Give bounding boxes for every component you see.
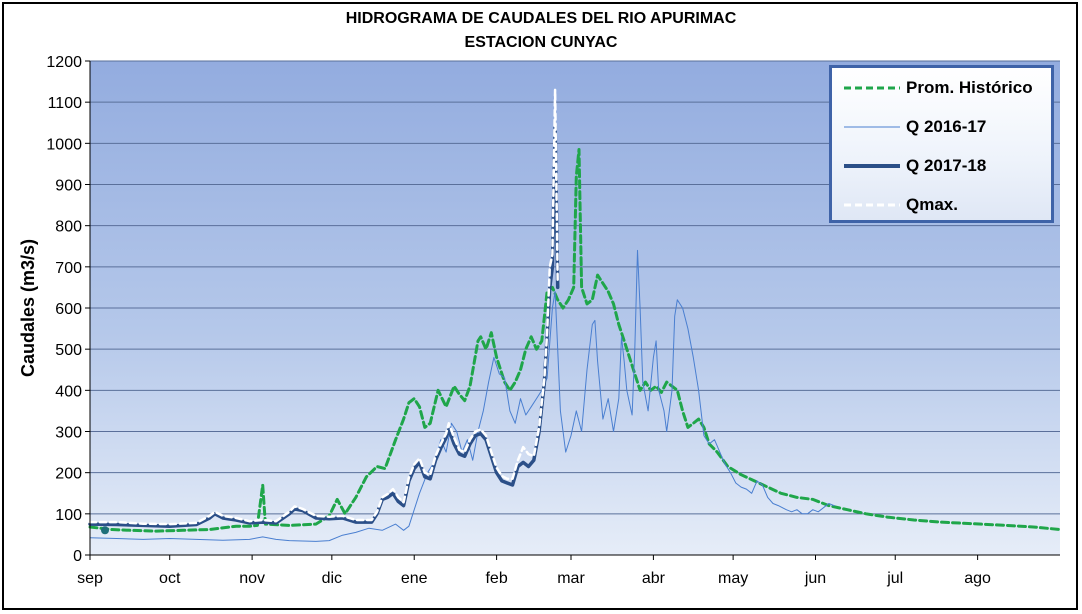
y-tick-label: 0 <box>73 548 82 565</box>
y-tick-label: 1000 <box>46 136 82 153</box>
legend-item-prom-historico: Prom. Histórico <box>842 78 1047 98</box>
series-line-q-2016-17 <box>89 249 835 542</box>
y-axis-label: Caudales (m3/s) <box>18 239 38 377</box>
legend-item-q-2017-18: Q 2017-18 <box>842 156 1047 176</box>
y-tick-label: 500 <box>55 342 82 359</box>
x-tick-label: dic <box>322 570 342 587</box>
y-tick-label: 100 <box>55 507 82 524</box>
x-tick-label: jun <box>804 570 826 587</box>
y-tick-label: 1100 <box>48 95 83 112</box>
y-tick-label: 200 <box>55 466 82 483</box>
legend-label: Q 2017-18 <box>906 156 987 175</box>
x-tick-label: oct <box>159 570 181 587</box>
y-tick-label: 600 <box>55 301 82 318</box>
series-line-qmax <box>88 88 559 526</box>
axes: 0 100 200 300 400 500 600 700 800 900 1000 1100 1200… <box>46 54 1060 587</box>
x-tick-label: nov <box>239 570 265 587</box>
y-tick-label: 900 <box>55 178 82 195</box>
x-tick-label: feb <box>485 570 507 587</box>
series-start-marker <box>101 526 109 535</box>
y-tick-label: 300 <box>55 425 82 442</box>
legend-label: Q 2016-17 <box>906 117 987 136</box>
y-tick-label: 1200 <box>46 54 82 71</box>
x-tick-label: ago <box>964 570 991 587</box>
legend-label: Prom. Histórico <box>906 78 1033 97</box>
legend-item-q-2016-17: Q 2016-17 <box>842 117 1047 137</box>
legend: Prom. Histórico Q 2016-17 Q 2017-18 Qmax… <box>829 65 1054 223</box>
series-layer <box>88 88 1062 542</box>
x-tick-label: sep <box>77 570 103 587</box>
x-tick-label: may <box>718 570 748 587</box>
x-tick-label: mar <box>557 570 585 587</box>
y-tick-label: 800 <box>55 219 82 236</box>
x-tick-label: abr <box>642 570 666 587</box>
y-tick-label: 400 <box>55 383 82 400</box>
chart-title: HIDROGRAMA DE CAUDALES DEL RIO APURIMAC <box>345 10 737 27</box>
series-line-q-2017-18 <box>88 125 560 528</box>
y-tick-label: 700 <box>55 260 82 277</box>
series-line-prom-hist-rico <box>88 148 1062 533</box>
legend-label: Qmax. <box>906 195 958 214</box>
x-tick-label: ene <box>401 570 428 587</box>
legend-item-qmax: Qmax. <box>842 195 1047 215</box>
chart-subtitle: ESTACION CUNYAC <box>464 34 618 51</box>
x-tick-label: jul <box>886 570 903 587</box>
